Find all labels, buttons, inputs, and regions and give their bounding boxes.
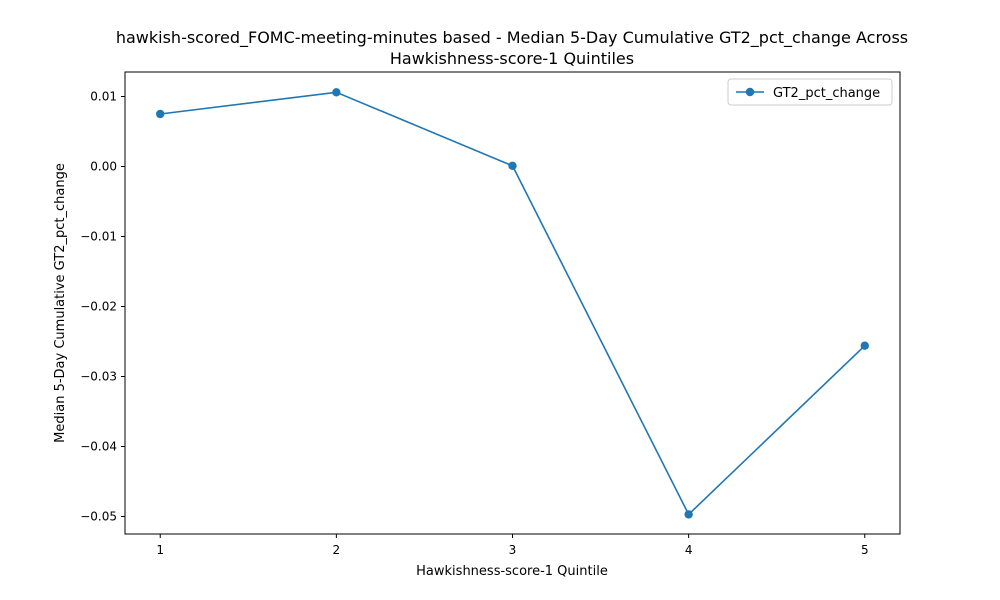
data-point <box>684 510 693 519</box>
data-point <box>860 341 869 350</box>
y-tick-label: 0.00 <box>90 160 117 174</box>
legend-marker <box>745 87 755 97</box>
legend-label: GT2_pct_change <box>773 86 880 101</box>
y-axis-label: Median 5-Day Cumulative GT2_pct_change <box>53 163 68 443</box>
y-tick-label: −0.05 <box>80 510 117 524</box>
y-tick-label: −0.01 <box>80 230 117 244</box>
x-tick-label: 5 <box>861 543 869 557</box>
y-tick-label: −0.04 <box>80 440 117 454</box>
data-point <box>156 109 165 119</box>
x-tick-label: 2 <box>333 543 341 557</box>
y-tick-label: −0.02 <box>80 300 117 314</box>
legend-box <box>727 78 893 106</box>
chart-title-line1: hawkish-scored_FOMC-meeting-minutes base… <box>116 28 908 48</box>
data-point <box>332 88 341 97</box>
plot-area: 1 2 3 4 5 0.01 0.00 −0.01 −0.02 −0.03 −0.04 −0.05 GT… <box>80 71 901 557</box>
x-axis-label: Hawkishness-score-1 Quintile <box>416 564 608 579</box>
x-tick-label: 4 <box>685 543 693 557</box>
y-tick-label: 0.01 <box>90 90 117 104</box>
x-tick-label: 3 <box>509 543 517 557</box>
data-point <box>508 161 517 170</box>
x-tick-label: 1 <box>156 543 164 557</box>
y-tick-label: −0.03 <box>80 370 117 384</box>
chart-title-line2: Hawkishness-score-1 Quintiles <box>390 49 634 68</box>
